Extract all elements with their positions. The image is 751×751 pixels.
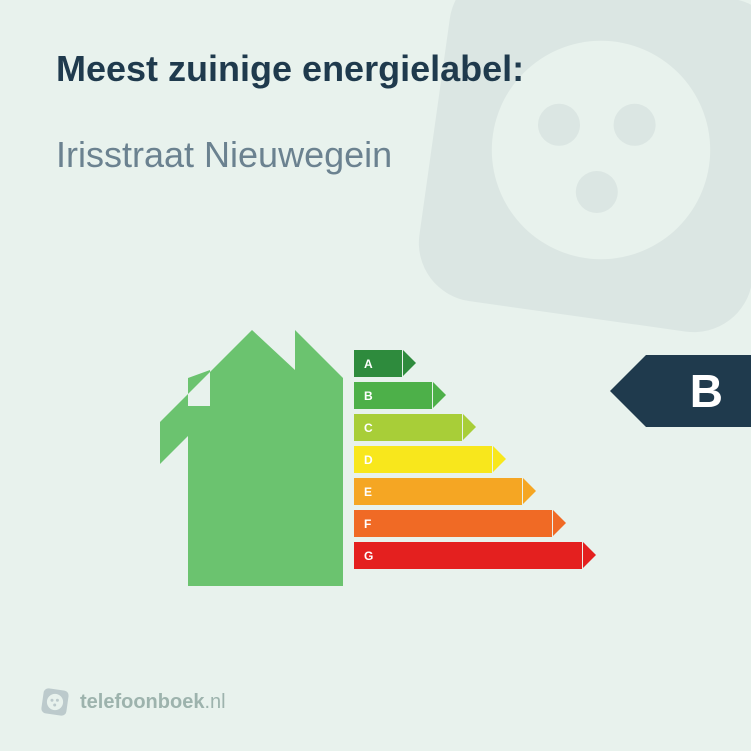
house-icon — [160, 330, 345, 590]
bar-label: F — [364, 517, 371, 531]
energy-bar-b: B — [354, 382, 582, 409]
footer-brand-light: .nl — [204, 691, 225, 713]
bar-label: B — [364, 389, 373, 403]
bar-label: A — [364, 357, 373, 371]
energy-bar-e: E — [354, 478, 582, 505]
footer-logo-icon — [40, 687, 70, 717]
energy-bar-d: D — [354, 446, 582, 473]
energy-bar-g: G — [354, 542, 582, 569]
footer: telefoonboek.nl — [40, 687, 226, 717]
energy-bars: A B C D E F G — [354, 350, 582, 574]
page-title: Meest zuinige energielabel: — [56, 48, 695, 90]
selected-label-letter: B — [690, 364, 723, 418]
footer-brand-bold: telefoonboek — [80, 691, 204, 713]
bar-label: G — [364, 549, 373, 563]
bar-label: C — [364, 421, 373, 435]
energy-bar-c: C — [354, 414, 582, 441]
location-name: Irisstraat Nieuwegein — [56, 134, 695, 176]
energy-bar-a: A — [354, 350, 582, 377]
energy-bar-f: F — [354, 510, 582, 537]
bar-label: E — [364, 485, 372, 499]
footer-brand: telefoonboek.nl — [80, 691, 226, 714]
selected-label-badge: B — [646, 355, 751, 427]
bar-label: D — [364, 453, 373, 467]
